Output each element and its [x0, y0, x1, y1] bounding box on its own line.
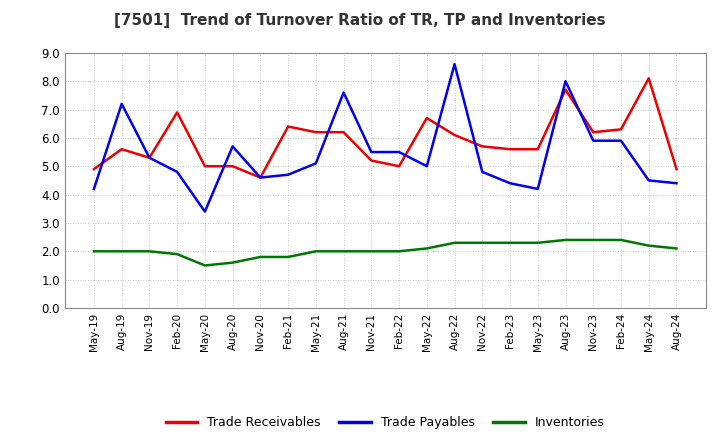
Text: [7501]  Trend of Turnover Ratio of TR, TP and Inventories: [7501] Trend of Turnover Ratio of TR, TP…: [114, 13, 606, 28]
Legend: Trade Receivables, Trade Payables, Inventories: Trade Receivables, Trade Payables, Inven…: [161, 411, 610, 434]
